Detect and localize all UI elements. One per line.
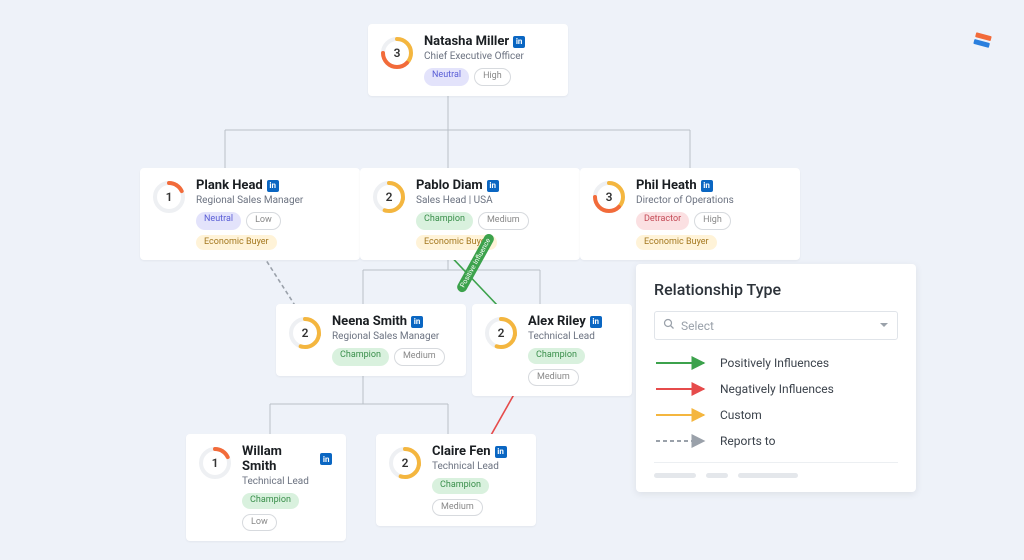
legend-item[interactable]: Positively Influences bbox=[654, 350, 898, 376]
legend-title: Relationship Type bbox=[654, 280, 898, 299]
badge: Champion bbox=[416, 212, 473, 230]
badge: Champion bbox=[242, 493, 299, 509]
person-card-neena[interactable]: 2 Neena Smithin Regional Sales Manager Cham… bbox=[276, 304, 466, 376]
score-ring: 3 bbox=[592, 180, 626, 214]
badges: Neutral High bbox=[424, 68, 525, 86]
badge: Detractor bbox=[636, 212, 689, 230]
linkedin-icon[interactable]: in bbox=[320, 453, 332, 465]
person-title: Regional Sales Manager bbox=[332, 331, 445, 342]
person-name: Phil Heathin bbox=[636, 178, 786, 193]
linkedin-icon[interactable]: in bbox=[411, 316, 423, 328]
badge: Low bbox=[246, 212, 281, 230]
person-name: Neena Smithin bbox=[332, 314, 445, 329]
score-ring: 2 bbox=[288, 316, 322, 350]
placeholder-bars bbox=[654, 473, 898, 478]
chevron-down-icon bbox=[879, 319, 889, 333]
badge: Medium bbox=[478, 212, 529, 230]
person-card-phil[interactable]: 3 Phil Heathin Director of Operations Detra… bbox=[580, 168, 800, 260]
person-card-alex[interactable]: 2 Alex Rileyin Technical Lead Champion Mediu… bbox=[472, 304, 632, 396]
badges: Champion Low bbox=[242, 493, 332, 531]
badges: Neutral Low Economic Buyer bbox=[196, 212, 346, 250]
person-title: Technical Lead bbox=[432, 461, 522, 472]
person-name: Pablo Diamin bbox=[416, 178, 566, 193]
person-card-plank[interactable]: 1 Plank Headin Regional Sales Manager Neutr… bbox=[140, 168, 360, 260]
score-ring: 2 bbox=[484, 316, 518, 350]
linkedin-icon[interactable]: in bbox=[590, 316, 602, 328]
linkedin-icon[interactable]: in bbox=[267, 180, 279, 192]
badges: Detractor High Economic Buyer bbox=[636, 212, 786, 250]
badge: High bbox=[694, 212, 731, 230]
brand-logo bbox=[968, 28, 996, 60]
badge: Economic Buyer bbox=[636, 235, 717, 251]
search-icon bbox=[663, 318, 675, 333]
person-card-pablo[interactable]: 2 Pablo Diamin Sales Head | USA Champion Med… bbox=[360, 168, 580, 260]
select-placeholder: Select bbox=[681, 319, 714, 333]
relationship-legend: Relationship Type Select Positively Infl… bbox=[636, 264, 916, 492]
score-ring: 2 bbox=[388, 446, 422, 480]
linkedin-icon[interactable]: in bbox=[513, 36, 525, 48]
badge: High bbox=[474, 68, 511, 86]
badge: Medium bbox=[394, 348, 445, 366]
badge: Neutral bbox=[424, 68, 469, 86]
person-title: Director of Operations bbox=[636, 195, 786, 206]
badge: Economic Buyer bbox=[196, 235, 277, 251]
person-name: Plank Headin bbox=[196, 178, 346, 193]
score-ring: 3 bbox=[380, 36, 414, 70]
linkedin-icon[interactable]: in bbox=[495, 446, 507, 458]
person-card-claire[interactable]: 2 Claire Fenin Technical Lead Champion Mediu… bbox=[376, 434, 536, 526]
badges: Champion Medium bbox=[332, 348, 445, 366]
legend-item[interactable]: Custom bbox=[654, 402, 898, 428]
legend-item[interactable]: Negatively Influences bbox=[654, 376, 898, 402]
person-title: Regional Sales Manager bbox=[196, 195, 346, 206]
score-ring: 2 bbox=[372, 180, 406, 214]
badge: Champion bbox=[332, 348, 389, 366]
badges: Champion Medium bbox=[528, 348, 618, 386]
person-name: Alex Rileyin bbox=[528, 314, 618, 329]
person-title: Technical Lead bbox=[528, 331, 618, 342]
person-title: Technical Lead bbox=[242, 476, 332, 487]
person-title: Sales Head | USA bbox=[416, 195, 566, 206]
legend-item[interactable]: Reports to bbox=[654, 428, 898, 454]
badges: Champion Medium bbox=[432, 478, 522, 516]
linkedin-icon[interactable]: in bbox=[487, 180, 499, 192]
divider bbox=[654, 462, 898, 463]
badge: Medium bbox=[432, 499, 483, 517]
badge: Medium bbox=[528, 369, 579, 387]
person-card-willam[interactable]: 1 Willam Smithin Technical Lead Champion Low bbox=[186, 434, 346, 541]
person-name: Willam Smithin bbox=[242, 444, 332, 474]
score-ring: 1 bbox=[152, 180, 186, 214]
person-title: Chief Executive Officer bbox=[424, 51, 525, 62]
badge: Champion bbox=[432, 478, 489, 494]
score-ring: 1 bbox=[198, 446, 232, 480]
badge: Low bbox=[242, 514, 277, 532]
badge: Champion bbox=[528, 348, 585, 364]
badge: Neutral bbox=[196, 212, 241, 230]
person-card-natasha[interactable]: 3 Natasha Millerin Chief Executive Officer… bbox=[368, 24, 568, 96]
person-name: Natasha Millerin bbox=[424, 34, 525, 49]
linkedin-icon[interactable]: in bbox=[701, 180, 713, 192]
person-name: Claire Fenin bbox=[432, 444, 522, 459]
relationship-select[interactable]: Select bbox=[654, 311, 898, 340]
